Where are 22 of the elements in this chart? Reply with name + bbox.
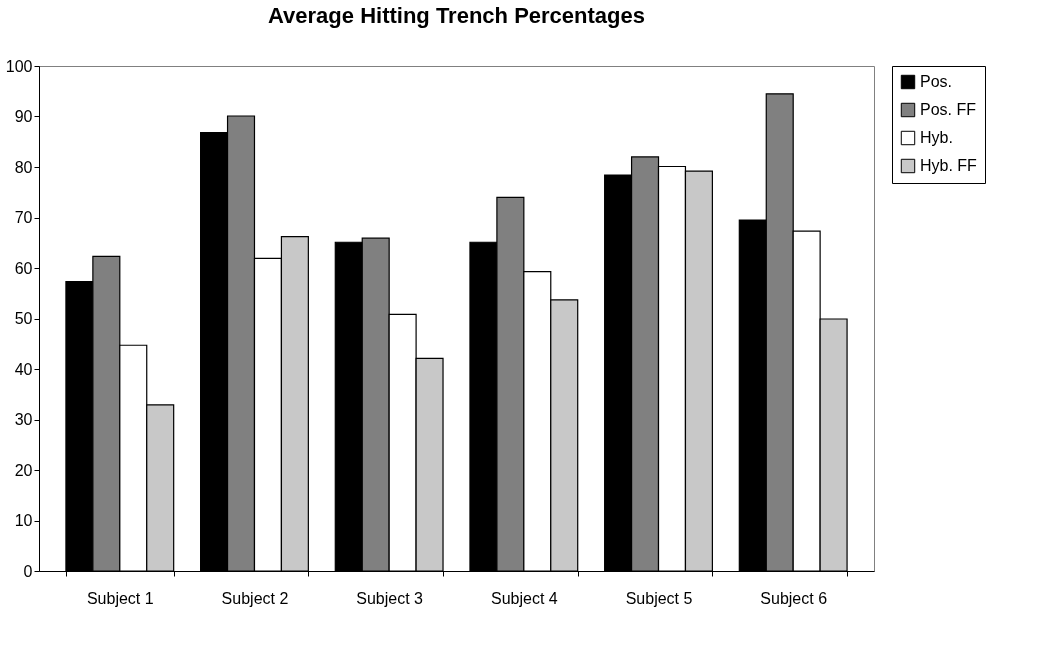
x-tick-label: Subject 2: [221, 589, 289, 607]
y-tick-label: 50: [14, 310, 33, 327]
x-tick-label: Subject 5: [625, 589, 693, 607]
x-tick-label: Subject 1: [86, 589, 154, 607]
y-tick-label: 60: [14, 259, 33, 277]
y-tick-label: 30: [14, 411, 33, 428]
legend-label: Hyb. FF: [920, 157, 978, 174]
x-tick-label: Subject 6: [760, 589, 828, 607]
y-tick-label: 70: [14, 209, 33, 226]
y-tick-label: 0: [23, 562, 33, 580]
y-tick-label: 90: [14, 108, 33, 125]
chart-title: Average Hitting Trench Percentages: [268, 3, 645, 28]
y-tick-label: 40: [14, 360, 33, 378]
y-tick-label: 100: [5, 57, 33, 75]
y-tick-label: 20: [14, 461, 33, 479]
legend-label: Pos. FF: [920, 101, 977, 118]
legend-label: Hyb.: [920, 129, 953, 146]
y-tick-label: 80: [14, 158, 33, 176]
y-tick-label: 10: [14, 512, 33, 529]
x-tick-label: Subject 3: [356, 589, 424, 607]
legend-label: Pos.: [920, 73, 953, 90]
x-tick-label: Subject 4: [490, 589, 558, 607]
